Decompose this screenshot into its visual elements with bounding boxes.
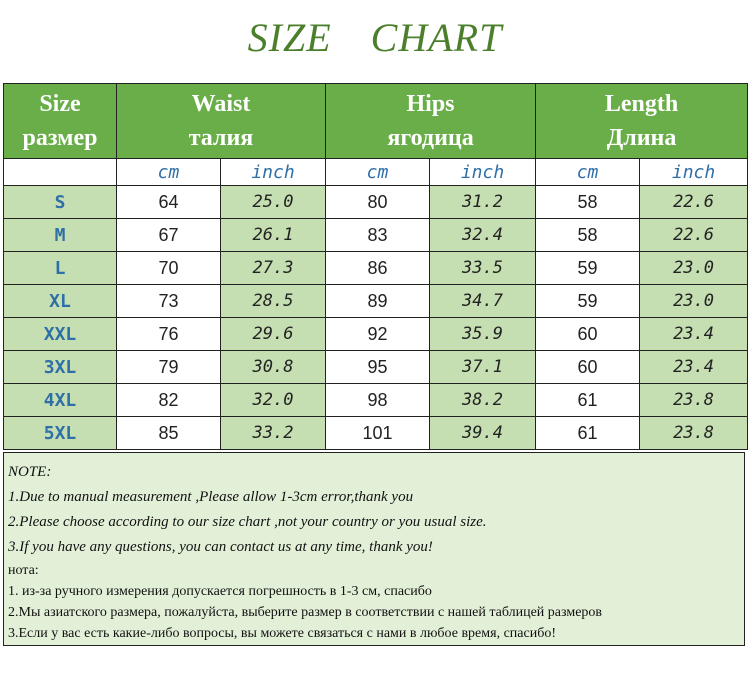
- hips-cm-cell: 95: [325, 350, 431, 384]
- hips-inch-cell: 31.2: [429, 185, 537, 219]
- header-hips: Hips ягодица: [325, 83, 537, 159]
- header-size: Size размер: [3, 83, 117, 159]
- page-title: SIZE CHART: [247, 15, 503, 60]
- waist-cm-cell: 70: [116, 251, 221, 285]
- length-cm-cell: 58: [535, 185, 641, 219]
- waist-inch-cell: 26.1: [219, 218, 327, 252]
- waist-cm-cell: 67: [116, 218, 221, 252]
- table-row: 4XL 82 32.0 98 38.2 61 23.8: [3, 383, 749, 417]
- length-inch-cell: 23.8: [639, 416, 749, 450]
- waist-inch-cell: 28.5: [219, 284, 327, 318]
- length-inch-cell: 23.0: [639, 251, 749, 285]
- hips-cm-cell: 101: [325, 416, 431, 450]
- unit-label-cm: cm: [325, 158, 431, 186]
- size-cell: M: [3, 218, 117, 252]
- table-row: 3XL 79 30.8 95 37.1 60 23.4: [3, 350, 749, 384]
- waist-inch-cell: 33.2: [219, 416, 327, 450]
- hips-cm-cell: 83: [325, 218, 431, 252]
- length-inch-cell: 23.4: [639, 317, 749, 351]
- table-row: XXL 76 29.6 92 35.9 60 23.4: [3, 317, 749, 351]
- note-en-3: 3.If you have any questions, you can con…: [8, 539, 433, 555]
- length-cm-cell: 58: [535, 218, 641, 252]
- hips-inch-cell: 32.4: [429, 218, 537, 252]
- hips-inch-cell: 33.5: [429, 251, 537, 285]
- unit-empty-cell: [3, 158, 117, 186]
- unit-label-cm: cm: [535, 158, 641, 186]
- hips-inch-cell: 35.9: [429, 317, 537, 351]
- waist-cm-cell: 76: [116, 317, 221, 351]
- size-cell: 5XL: [3, 416, 117, 450]
- waist-inch-cell: 29.6: [219, 317, 327, 351]
- waist-cm-cell: 82: [116, 383, 221, 417]
- table-row: XL 73 28.5 89 34.7 59 23.0: [3, 284, 749, 318]
- hips-cm-cell: 80: [325, 185, 431, 219]
- note-label: NOTE:: [8, 464, 52, 480]
- table-row: 5XL 85 33.2 101 39.4 61 23.8: [3, 416, 749, 450]
- note-ru-1: 1. из-за ручного измерения допускается п…: [8, 584, 432, 599]
- header-row: Size размер Waist талия Hips ягодица Len…: [3, 83, 749, 159]
- hips-cm-cell: 98: [325, 383, 431, 417]
- hips-inch-cell: 37.1: [429, 350, 537, 384]
- size-cell: 4XL: [3, 383, 117, 417]
- unit-label-inch: inch: [639, 158, 749, 186]
- length-inch-cell: 22.6: [639, 185, 749, 219]
- unit-label-inch: inch: [429, 158, 537, 186]
- size-cell: S: [3, 185, 117, 219]
- hips-cm-cell: 92: [325, 317, 431, 351]
- size-cell: L: [3, 251, 117, 285]
- size-cell: XL: [3, 284, 117, 318]
- length-inch-cell: 23.8: [639, 383, 749, 417]
- size-chart-table: Size размер Waist талия Hips ягодица Len…: [3, 83, 749, 450]
- length-cm-cell: 60: [535, 317, 641, 351]
- table-row: M 67 26.1 83 32.4 58 22.6: [3, 218, 749, 252]
- hips-inch-cell: 38.2: [429, 383, 537, 417]
- unit-label-inch: inch: [219, 158, 327, 186]
- header-waist: Waist талия: [115, 83, 327, 159]
- unit-row: cm inch cm inch cm inch: [3, 158, 749, 186]
- waist-inch-cell: 30.8: [219, 350, 327, 384]
- length-cm-cell: 59: [535, 284, 641, 318]
- table-row: S 64 25.0 80 31.2 58 22.6: [3, 185, 749, 219]
- length-cm-cell: 61: [535, 383, 641, 417]
- size-cell: XXL: [3, 317, 117, 351]
- waist-inch-cell: 25.0: [219, 185, 327, 219]
- note-ru-label: нота:: [8, 563, 39, 578]
- hips-inch-cell: 34.7: [429, 284, 537, 318]
- note-en-1: 1.Due to manual measurement ,Please allo…: [8, 489, 414, 505]
- note-ru-3: 3.Если у вас есть какие-либо вопросы, вы…: [8, 626, 556, 641]
- note-ru-2: 2.Мы азиатского размера, пожалуйста, выб…: [8, 605, 603, 620]
- waist-inch-cell: 27.3: [219, 251, 327, 285]
- table-row: L 70 27.3 86 33.5 59 23.0: [3, 251, 749, 285]
- note-en-2: 2.Please choose according to our size ch…: [8, 514, 487, 530]
- length-cm-cell: 60: [535, 350, 641, 384]
- waist-cm-cell: 79: [116, 350, 221, 384]
- length-cm-cell: 59: [535, 251, 641, 285]
- length-cm-cell: 61: [535, 416, 641, 450]
- waist-cm-cell: 73: [116, 284, 221, 318]
- waist-cm-cell: 85: [116, 416, 221, 450]
- waist-cm-cell: 64: [116, 185, 221, 219]
- hips-cm-cell: 86: [325, 251, 431, 285]
- length-inch-cell: 23.4: [639, 350, 749, 384]
- length-inch-cell: 23.0: [639, 284, 749, 318]
- notes-panel: NOTE: 1.Due to manual measurement ,Pleas…: [3, 452, 745, 646]
- length-inch-cell: 22.6: [639, 218, 749, 252]
- unit-label-cm: cm: [116, 158, 221, 186]
- header-length: Length Длина: [535, 83, 749, 159]
- hips-inch-cell: 39.4: [429, 416, 537, 450]
- size-cell: 3XL: [3, 350, 117, 384]
- hips-cm-cell: 89: [325, 284, 431, 318]
- waist-inch-cell: 32.0: [219, 383, 327, 417]
